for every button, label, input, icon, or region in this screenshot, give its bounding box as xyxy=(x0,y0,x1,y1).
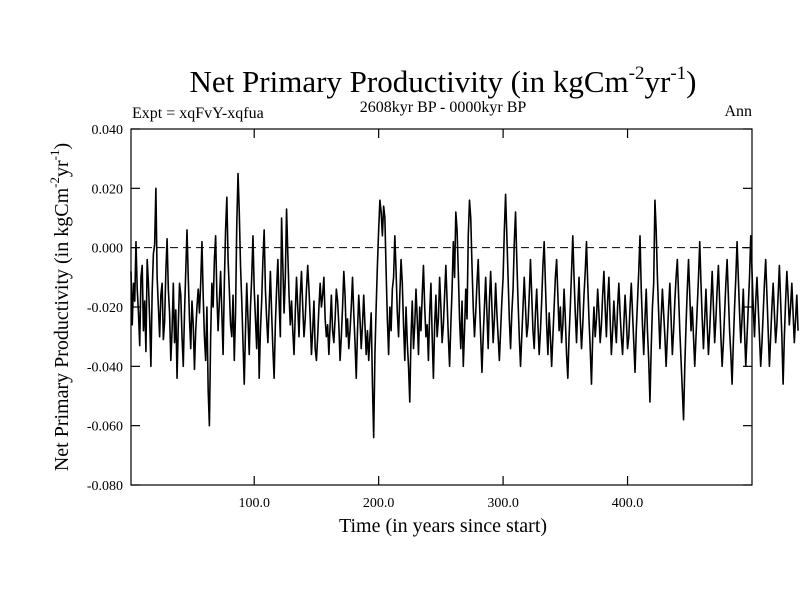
x-tick-label-0: 100.0 xyxy=(238,496,270,511)
x-tick-label-1: 200.0 xyxy=(363,496,395,511)
y-axis-ticks: -0.080 -0.060 -0.040 -0.020 0.000 0.020 0.040 xyxy=(87,123,752,494)
subtitle-experiment: Expt = xqFvY-xqfua xyxy=(132,105,264,122)
title-sup2: -1 xyxy=(670,63,686,84)
x-axis-ticks: 100.0 200.0 300.0 400.0 xyxy=(238,129,643,511)
ylabel-sup1: -2 xyxy=(47,177,62,188)
y-tick-label-4: 0.000 xyxy=(92,242,124,257)
y-tick-label-0: -0.080 xyxy=(87,479,123,494)
subtitle-period: 2608kyr BP - 0000kyr BP xyxy=(360,99,527,116)
y-tick-label-3: -0.020 xyxy=(87,301,123,316)
title-mid: yr xyxy=(644,64,671,99)
subtitle-season: Ann xyxy=(724,103,752,120)
y-tick-label-6: 0.040 xyxy=(92,123,124,138)
title-main: Net Primary Productivity (in kgCm xyxy=(190,64,629,99)
ylabel-sup2: -1 xyxy=(47,150,62,161)
x-tick-label-3: 400.0 xyxy=(612,496,644,511)
ylabel-main: Net Primary Productivity (in kgCm xyxy=(51,187,73,471)
title-end: ) xyxy=(686,64,696,99)
ylabel-mid: yr xyxy=(51,160,73,177)
x-tick-label-2: 300.0 xyxy=(487,496,519,511)
ylabel-end: ) xyxy=(51,143,73,150)
npp-series-line xyxy=(130,172,799,439)
y-tick-label-5: 0.020 xyxy=(92,182,124,197)
y-tick-label-2: -0.040 xyxy=(87,360,123,375)
y-tick-label-1: -0.060 xyxy=(87,420,123,435)
y-axis-label: Net Primary Productivity (in kgCm-2yr-1) xyxy=(47,143,73,471)
chart-title: Net Primary Productivity (in kgCm-2yr-1) xyxy=(190,63,697,99)
x-axis-label: Time (in years since start) xyxy=(339,515,547,537)
title-sup1: -2 xyxy=(629,63,645,84)
